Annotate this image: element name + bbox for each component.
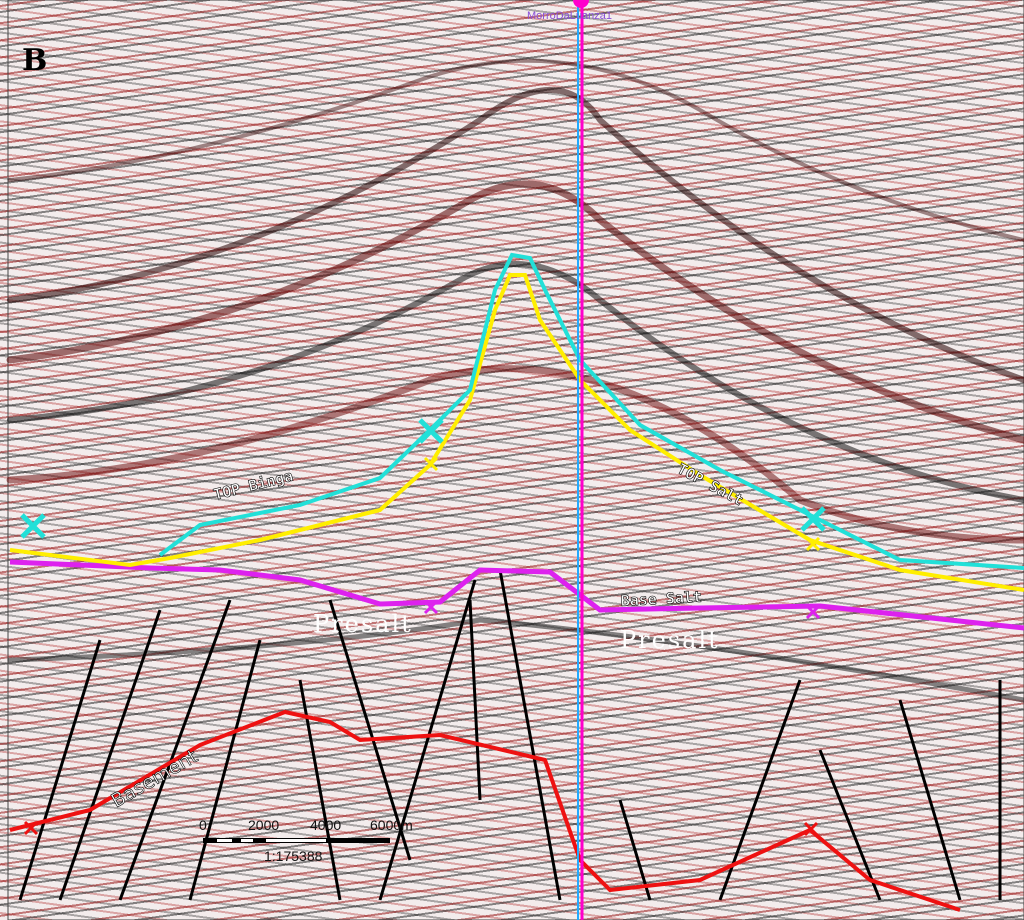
horizon-basement: [9, 709, 961, 912]
horizon-base-salt: [9, 559, 1024, 631]
label-presalt-right: Presalt: [620, 626, 720, 654]
label-top-salt: TOP Salt: [674, 460, 746, 510]
panel-label: B: [22, 43, 47, 78]
pick-markers: [20, 418, 826, 837]
horizon-top-binga: [158, 252, 1024, 570]
well-head-marker[interactable]: [573, 0, 589, 8]
faults: [18, 569, 1002, 901]
scale-tick-2000: 2000: [248, 817, 279, 833]
reflector-bands: [6, 58, 1024, 703]
label-base-salt: Base Salt: [620, 588, 702, 610]
scale-tick-4000: 4000: [310, 817, 341, 833]
scale-ratio: 1:175388: [264, 848, 323, 864]
well-label: MorroDaLuanza1: [527, 10, 612, 22]
label-top-binga: TOP Binga: [212, 467, 295, 504]
scale-tick-0: 0: [199, 817, 207, 833]
scale-bar: 0 2000 4000 6000m 1:175388: [199, 817, 413, 864]
label-presalt-left: Presalt: [313, 610, 413, 638]
horizon-top-salt: [9, 273, 1024, 592]
frame: [7, 0, 1024, 920]
scale-tick-6000: 6000m: [370, 817, 413, 833]
